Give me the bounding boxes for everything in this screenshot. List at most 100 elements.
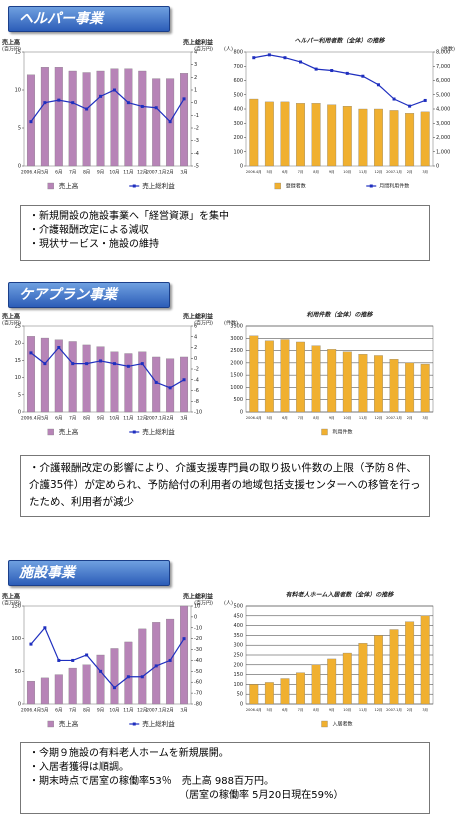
x-tick-label: 2007.1月: [386, 707, 402, 712]
bar: [68, 70, 77, 167]
bar: [26, 336, 35, 413]
bar: [96, 346, 105, 413]
y-tick-label: 600: [233, 78, 243, 84]
x-tick-label: 9月: [329, 707, 335, 712]
line-marker: [140, 675, 144, 679]
legend-label: 登録者数: [286, 183, 306, 190]
bar: [342, 351, 352, 413]
bar: [264, 101, 274, 167]
bar: [180, 356, 189, 413]
bar: [280, 101, 290, 167]
y-tick-label: 500: [233, 92, 243, 98]
y-tick-label: 3500: [230, 324, 243, 330]
legend-label: 入居者数: [333, 721, 353, 728]
y-tick-label: 15: [15, 358, 21, 364]
line-marker: [43, 626, 47, 630]
x-tick-label: 2006.4月: [246, 169, 262, 174]
line-marker: [29, 642, 33, 646]
bar: [180, 73, 189, 167]
x-tick-label: 2月: [407, 169, 413, 174]
x-tick-label: 10月: [343, 415, 351, 420]
bar: [40, 677, 49, 705]
y-tick-label: 2500: [230, 348, 243, 354]
bar: [358, 643, 368, 705]
x-tick-label: 9月: [329, 415, 335, 420]
y-tick-label: 500: [233, 604, 243, 610]
bar: [389, 110, 399, 167]
x-tick-label: 3月: [422, 169, 428, 174]
bar: [327, 658, 337, 705]
x-tick-label: 2007.1月: [386, 415, 402, 420]
x-tick-label: 7月: [298, 415, 304, 420]
y2-tick-label: 10: [194, 604, 200, 610]
bullet: （居室の稼働率 5月20日現在59%）: [179, 790, 344, 801]
bar: [420, 363, 430, 413]
y2-tick-label: -3: [194, 138, 199, 144]
x-tick-label: 5月: [267, 707, 273, 712]
y2-tick-label: -10: [194, 410, 202, 416]
y2-tick-label: 5,000: [436, 92, 450, 98]
bar: [54, 67, 63, 167]
x-tick-label: 11月: [359, 169, 367, 174]
y2-tick-label: 2,000: [436, 135, 450, 141]
plot-area: [245, 325, 434, 413]
y-tick-label: 20: [15, 341, 21, 347]
section-title: 施設事業: [8, 560, 170, 586]
bar: [311, 103, 321, 167]
line-marker: [140, 104, 144, 108]
line-marker: [154, 664, 158, 668]
legend-swatch: [47, 182, 54, 190]
y2-tick-label: 6,000: [436, 78, 450, 84]
y2-tick-label: 0: [194, 356, 197, 362]
line-marker: [29, 120, 33, 124]
x-tick-label: 11月: [359, 707, 367, 712]
y2-axis-label: 売上総利益: [182, 593, 213, 601]
x-tick-label: 2007.1月: [386, 169, 402, 174]
line-marker: [330, 69, 334, 73]
line-marker: [168, 658, 172, 662]
bar: [264, 340, 274, 413]
line-marker: [423, 98, 427, 102]
x-tick-label: 11月: [123, 416, 133, 422]
bar: [124, 641, 133, 705]
x-tick-label: 3月: [180, 170, 187, 176]
y2-tick-label: 0: [436, 164, 439, 170]
bar: [110, 648, 119, 705]
y-tick-label: 300: [233, 121, 243, 127]
x-tick-label: 2月: [407, 707, 413, 712]
y2-tick-label: 3,000: [436, 121, 450, 127]
bar: [389, 359, 399, 413]
bullet: ・入居者獲得は順調。: [29, 762, 129, 773]
line: [30, 89, 185, 123]
line-marker: [140, 362, 144, 366]
bar: [82, 72, 91, 167]
plot-area: [245, 51, 434, 167]
y2-tick-label: -20: [194, 636, 202, 642]
bullet: ・今期９施設の有料老人ホームを新規展開。: [29, 748, 229, 759]
x-tick-label: 12月: [374, 415, 382, 420]
bar: [152, 622, 161, 705]
x-tick-label: 8月: [313, 415, 319, 420]
y-tick-label: 500: [233, 397, 243, 403]
x-tick-label: 12月: [374, 169, 382, 174]
y-tick-label: 100: [233, 149, 243, 155]
x-tick-label: 2006.4月: [21, 416, 41, 422]
bar: [296, 103, 305, 167]
y2-tick-label: -70: [194, 691, 202, 697]
line-marker: [99, 94, 103, 98]
y-tick-label: 700: [233, 64, 243, 70]
line-marker: [408, 104, 412, 108]
bar: [296, 341, 305, 413]
x-tick-label: 7月: [69, 416, 76, 422]
y-tick-label: 200: [233, 662, 243, 668]
x-tick-label: 11月: [123, 708, 133, 714]
bar: [40, 67, 49, 167]
line-marker: [112, 686, 116, 690]
line: [253, 54, 426, 107]
y-tick-label: 800: [233, 50, 243, 56]
y-tick-label: 150: [11, 604, 21, 610]
y-axis-unit: (人): [224, 601, 233, 607]
y-tick-label: 350: [233, 633, 243, 639]
